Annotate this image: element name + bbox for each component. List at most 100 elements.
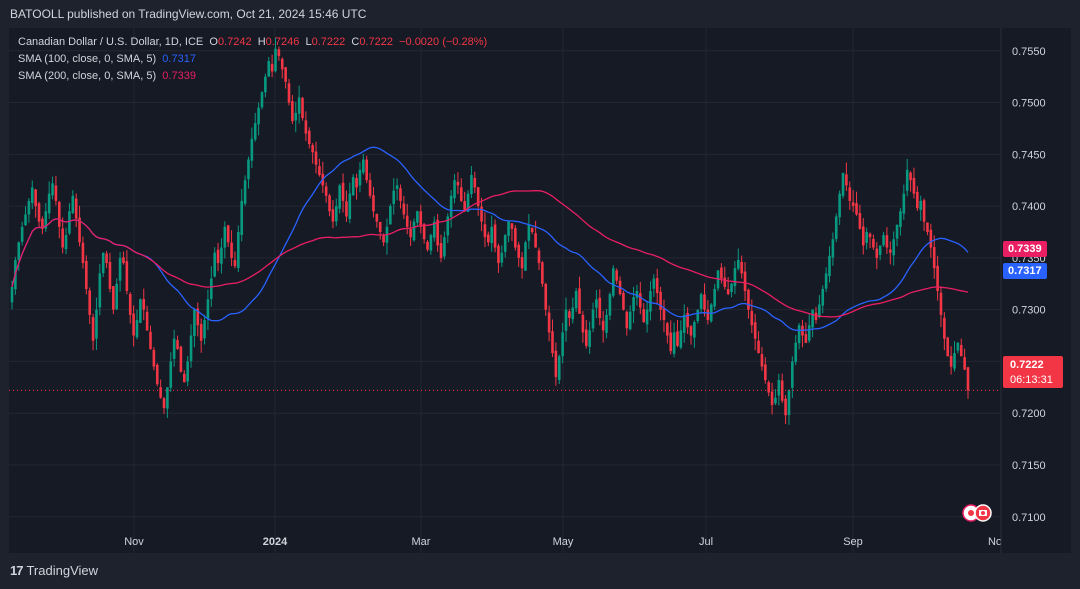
candle-body [199, 324, 203, 341]
x-tick-label: May [553, 536, 574, 548]
candle-body [41, 218, 44, 229]
candle-body [855, 203, 858, 215]
candle-body [473, 177, 477, 188]
candle-body [953, 353, 956, 369]
candle-body [747, 289, 750, 310]
candle-body [645, 309, 649, 325]
candle-body [838, 193, 841, 218]
candle-body [284, 67, 287, 82]
candle-body [189, 335, 193, 362]
candle-body [351, 177, 355, 196]
candle-body [514, 228, 517, 248]
candle-body [912, 177, 916, 194]
y-tick-label: 0.7150 [1012, 460, 1046, 472]
candle-body [530, 227, 534, 232]
candle-body [608, 294, 612, 316]
candle-body [679, 330, 683, 348]
candle-body [68, 211, 71, 234]
candle-body [895, 224, 899, 239]
candle-body [956, 342, 960, 351]
candle-body [534, 233, 537, 248]
candle-body [740, 261, 743, 274]
candle-body [341, 182, 345, 201]
candle-body [865, 231, 868, 243]
candle-body [686, 312, 689, 328]
candle-body [889, 249, 892, 253]
candle-body [517, 244, 521, 258]
candle-body [605, 314, 608, 333]
candle-body [932, 247, 936, 269]
candle-body [814, 312, 818, 321]
candle-body [510, 223, 514, 229]
candle-body [193, 309, 196, 337]
tradingview-logo[interactable]: 17 TradingView [10, 563, 98, 578]
candle-body [676, 331, 679, 346]
candle-body [412, 221, 416, 241]
candle-body [845, 174, 848, 186]
candle-body [186, 361, 189, 382]
candle-body [757, 340, 760, 354]
candle-body [520, 257, 524, 269]
legend-sma200-row[interactable]: SMA (200, close, 0, SMA, 5) 0.7339 [18, 68, 487, 85]
legend-symbol: Canadian Dollar / U.S. Dollar, 1D, ICE [18, 36, 204, 48]
y-tick-label: 0.7400 [1012, 201, 1046, 213]
candle-body [115, 283, 119, 310]
candle-body [463, 201, 466, 212]
candle-body [324, 186, 328, 196]
candle-body [264, 76, 267, 93]
y-tick-label: 0.7300 [1012, 305, 1046, 317]
candle-body [311, 145, 314, 153]
candle-body [557, 356, 561, 380]
candle-body [267, 61, 271, 77]
candle-body [527, 224, 531, 241]
candle-body [203, 320, 206, 339]
candle-body [237, 231, 240, 269]
candle-body [307, 130, 311, 144]
candle-body [963, 357, 966, 370]
candle-body [34, 189, 37, 207]
candle-body [720, 267, 723, 279]
candle-body [145, 311, 149, 331]
candle-body [182, 373, 186, 383]
legend-l-value: 0.7222 [311, 36, 346, 48]
legend-ohlc-row: Canadian Dollar / U.S. Dollar, 1D, ICE O… [18, 34, 487, 51]
candle-body [537, 250, 541, 264]
candle-body [791, 361, 794, 388]
bar-countdown: 06:13:31 [1010, 374, 1053, 386]
candle-body [176, 340, 179, 350]
x-tick-label: 2024 [263, 536, 288, 548]
legend-sma100-row[interactable]: SMA (100, close, 0, SMA, 5) 0.7317 [18, 51, 487, 68]
candle-body [57, 201, 61, 227]
legend-l-label: L [305, 36, 312, 48]
candle-body [770, 391, 774, 405]
candle-body [628, 311, 632, 330]
candle-body [831, 239, 835, 258]
candle-body [872, 238, 875, 248]
candle-body [24, 214, 27, 226]
candle-body [936, 265, 939, 292]
candle-body [943, 317, 946, 339]
legend-change: −0.0020 (−0.28%) [399, 36, 488, 48]
candle-body [348, 193, 352, 220]
bottom-bar [0, 553, 1080, 589]
candle-body [240, 200, 244, 235]
currency-flags-icon[interactable] [961, 503, 993, 523]
candle-body [743, 271, 747, 292]
candle-body [916, 191, 919, 209]
candle-body [774, 397, 777, 404]
candle-body [213, 252, 216, 277]
candle-body [294, 112, 298, 121]
candle-body [564, 309, 568, 331]
candle-body [703, 294, 706, 310]
candle-body [736, 259, 740, 269]
sma200-price-badge: 0.7339 [1003, 241, 1047, 257]
legend-h-label: H [257, 36, 266, 48]
candle-body [905, 169, 909, 191]
candle-body [375, 213, 379, 222]
candle-body [432, 221, 436, 238]
candle-body [787, 390, 791, 416]
candle-body [797, 325, 801, 344]
y-tick-label: 0.7450 [1012, 149, 1046, 161]
candle-body [260, 92, 264, 108]
